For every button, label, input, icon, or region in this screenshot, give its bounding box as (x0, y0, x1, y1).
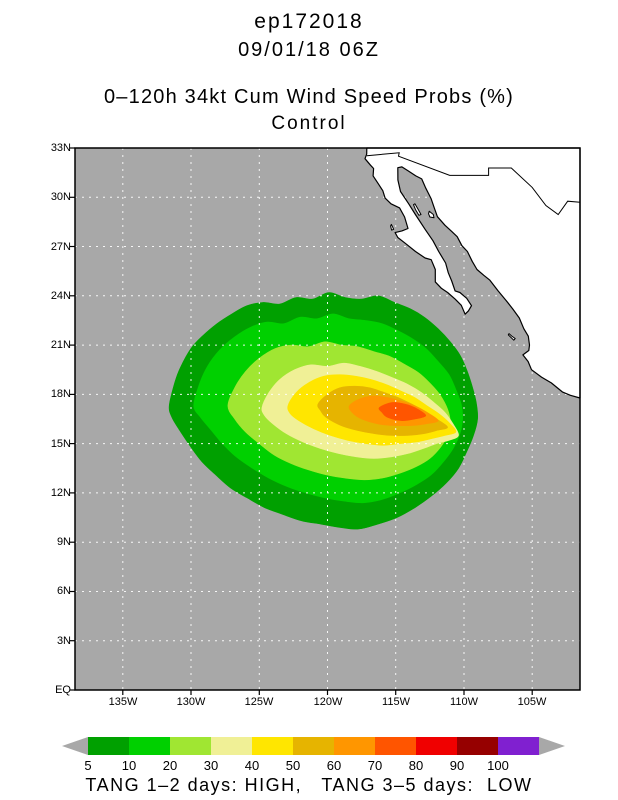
isla-angel-de-la-guarda (413, 203, 422, 216)
colorbar-value-label: 80 (408, 758, 424, 773)
colorbar-value-label: 90 (449, 758, 465, 773)
lat-axis-label: 24N (50, 290, 71, 302)
storm-id-title: ep172018 (254, 10, 364, 33)
map-area (70, 147, 581, 695)
colorbar-left-arrow (62, 737, 88, 755)
colorbar-segment-60 (334, 737, 375, 755)
colorbar-labels: 5 10 20 30 40 50 60 70 80 90 100 (62, 758, 565, 773)
colorbar-segment-20 (170, 737, 211, 755)
colorbar-value-label: 20 (162, 758, 178, 773)
skill-statement: TANG 1–2 days: HIGH, TANG 3–5 days: LOW (85, 775, 533, 795)
colorbar-value-label: 50 (285, 758, 301, 773)
colorbar-value-label: 5 (84, 758, 92, 773)
model-label: Control (271, 113, 347, 134)
lat-axis-label: 21N (50, 339, 71, 351)
colorbar-segment-100 (498, 737, 539, 755)
colorbar-value-label: 60 (326, 758, 342, 773)
lat-axis-label: 6N (56, 585, 71, 597)
colorbar-value-label: 30 (203, 758, 219, 773)
wind-probability-map (70, 147, 581, 695)
lon-axis-label: 125W (244, 696, 274, 708)
product-title: 0–120h 34kt Cum Wind Speed Probs (%) (103, 86, 515, 108)
lon-axis-label: 110W (450, 696, 478, 708)
colorbar-segment-90 (457, 737, 498, 755)
lat-axis-label: 3N (56, 635, 71, 647)
datetime-title: 09/01/18 06Z (238, 39, 380, 61)
colorbar-segment-5 (88, 737, 129, 755)
lat-axis-label: EQ (55, 684, 71, 696)
lat-axis-label: 12N (50, 487, 71, 499)
land-mexico (364, 147, 581, 399)
colorbar-segment-80 (416, 737, 457, 755)
colorbar-value-label: 70 (367, 758, 383, 773)
lat-axis-label: 33N (50, 142, 71, 154)
lon-axis-label: 130W (176, 696, 206, 708)
lon-axis-label: 115W (382, 696, 410, 708)
lat-axis-label: 15N (50, 438, 71, 450)
colorbar-right-arrow (539, 737, 565, 755)
colorbar-value-label: 100 (487, 758, 509, 773)
colorbar (62, 737, 565, 755)
lat-axis-label: 27N (50, 241, 71, 253)
colorbar-value-label: 10 (121, 758, 137, 773)
map-frame (74, 147, 581, 691)
lon-axis-label: 135W (108, 696, 138, 708)
lat-axis-label: 18N (50, 388, 71, 400)
colorbar-segment-40 (252, 737, 293, 755)
lon-axis-label: 120W (313, 696, 343, 708)
us-mexico-border (366, 152, 581, 216)
colorbar-segment-70 (375, 737, 416, 755)
lon-axis-label: 105W (517, 696, 547, 708)
colorbar-segment-10 (129, 737, 170, 755)
isla-tiburon (428, 210, 435, 219)
prob-contour-70 (378, 402, 427, 421)
islas-marias (507, 333, 516, 341)
colorbar-segment-50 (293, 737, 334, 755)
isla-cedros (390, 223, 395, 231)
lat-axis-label: 9N (56, 536, 71, 548)
colorbar-segment-30 (211, 737, 252, 755)
lat-axis-label: 30N (50, 191, 71, 203)
colorbar-value-label: 40 (244, 758, 260, 773)
